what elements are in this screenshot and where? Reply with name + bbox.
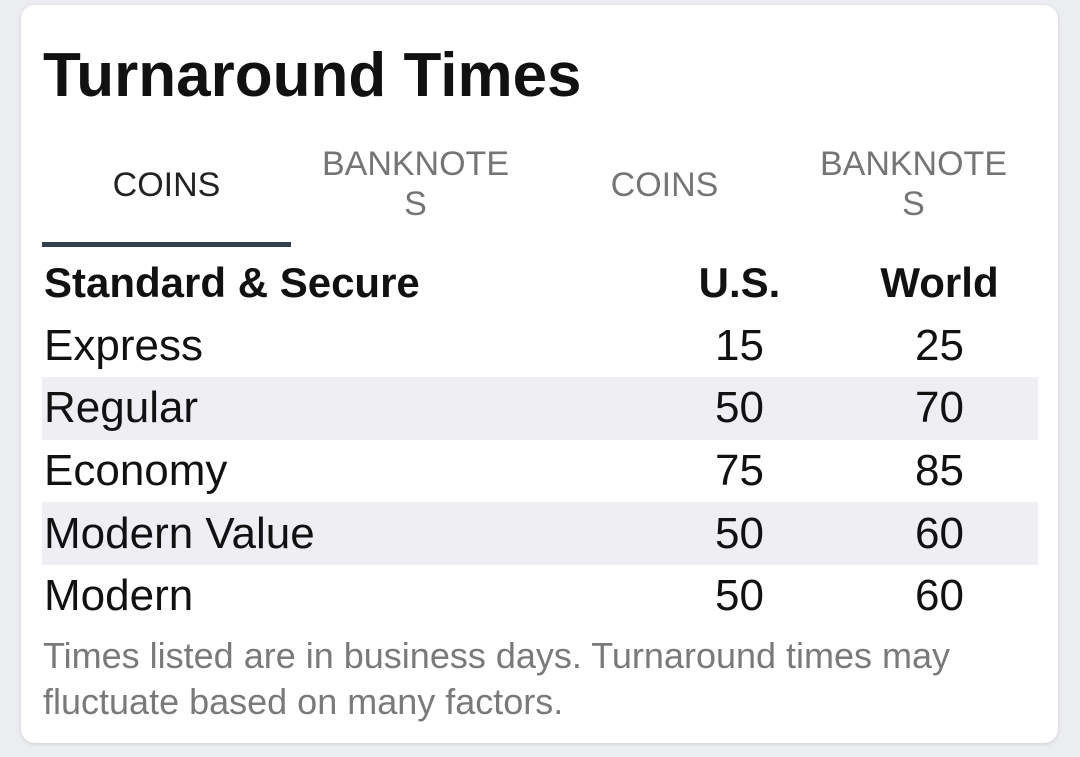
row-us-days: 75 [715, 446, 764, 496]
tab-banknotes-1[interactable]: BANKNOTES [291, 142, 540, 247]
turnaround-times-card: Turnaround Times COINS BANKNOTES COINS B… [21, 5, 1058, 743]
row-us-days: 50 [715, 571, 764, 621]
row-world-days: 60 [915, 571, 964, 621]
row-tier: Regular [44, 383, 199, 433]
table-row: Economy 75 85 [42, 440, 1038, 503]
header-tier: Standard & Secure [44, 259, 420, 307]
table-row: Modern Value 50 60 [42, 502, 1038, 565]
row-world-days: 85 [915, 446, 964, 496]
tab-label: COINS [610, 166, 719, 204]
row-us-days: 50 [715, 508, 764, 558]
tab-label: BANKNOTES [819, 145, 1008, 223]
table-row: Express 15 25 [42, 315, 1038, 378]
row-tier: Economy [44, 446, 228, 496]
tab-banknotes-2[interactable]: BANKNOTES [789, 142, 1038, 247]
row-world-days: 25 [915, 320, 964, 370]
tab-bar: COINS BANKNOTES COINS BANKNOTES [42, 142, 1038, 247]
tab-coins-2[interactable]: COINS [540, 142, 789, 247]
row-tier: Modern [44, 571, 194, 621]
turnaround-table: Standard & Secure U.S. World Express 15 … [42, 252, 1038, 628]
tab-label: COINS [112, 166, 221, 204]
header-world: World [880, 259, 999, 307]
card-title: Turnaround Times [43, 41, 582, 110]
table-header-row: Standard & Secure U.S. World [42, 252, 1038, 315]
footnote: Times listed are in business days. Turna… [43, 635, 951, 722]
tab-label: BANKNOTES [321, 145, 510, 223]
row-world-days: 60 [915, 508, 964, 558]
header-us: U.S. [698, 259, 781, 307]
row-us-days: 15 [715, 320, 764, 370]
row-us-days: 50 [715, 383, 764, 433]
row-world-days: 70 [915, 383, 964, 433]
table-row: Modern 50 60 [42, 565, 1038, 628]
active-tab-indicator [42, 242, 291, 247]
table-row: Regular 50 70 [42, 377, 1038, 440]
row-tier: Express [44, 320, 203, 370]
row-tier: Modern Value [44, 508, 315, 558]
tab-coins-1[interactable]: COINS [42, 142, 291, 247]
